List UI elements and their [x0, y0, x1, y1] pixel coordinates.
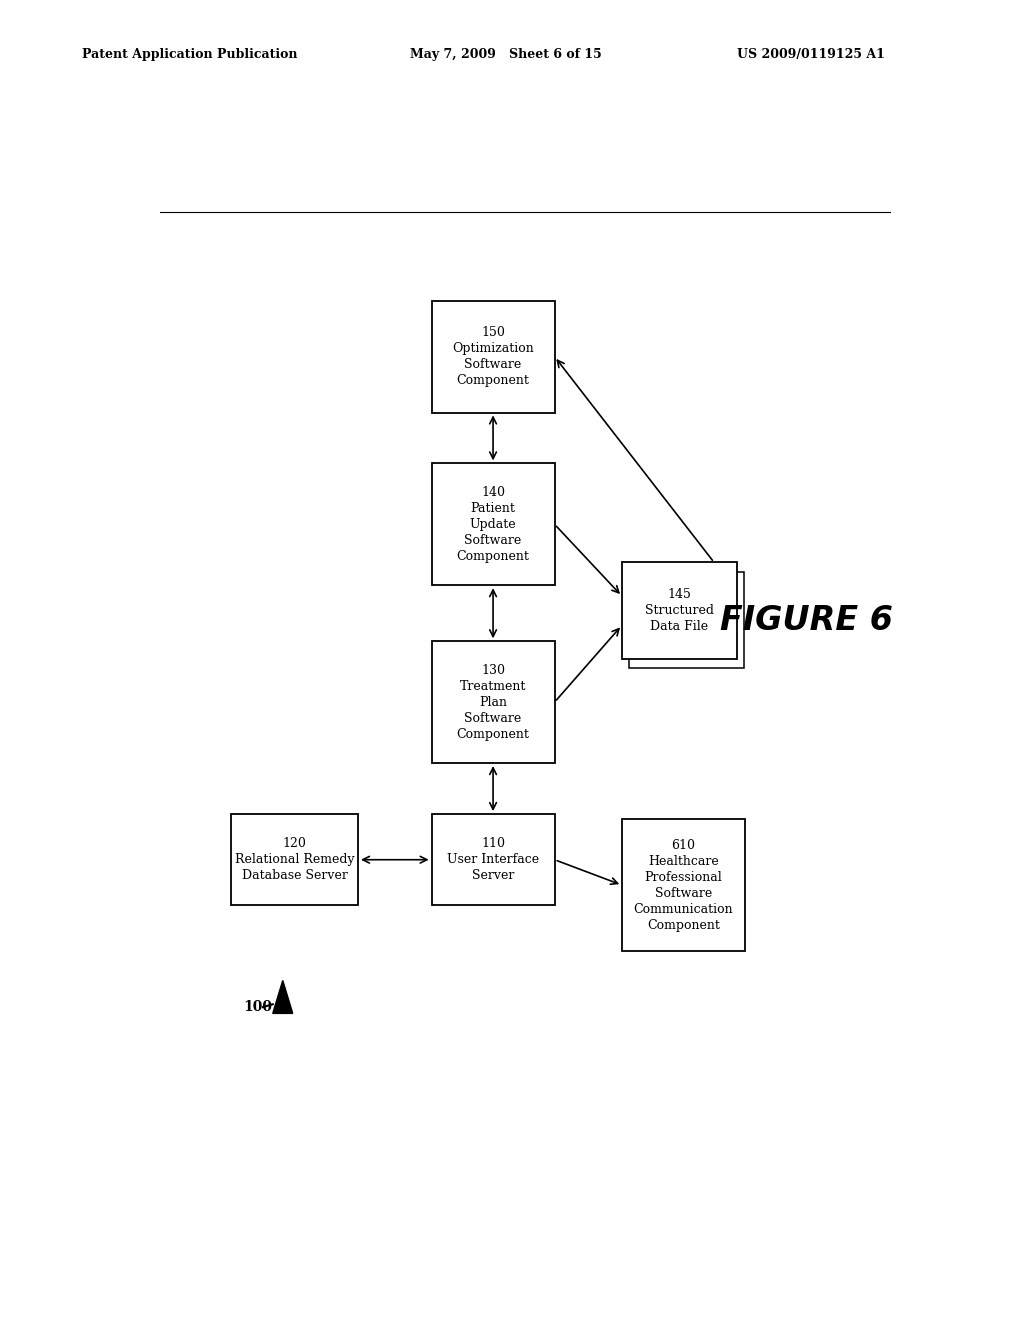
Bar: [431, 301, 555, 412]
Bar: [231, 814, 358, 906]
Bar: [629, 572, 744, 668]
Text: 150
Optimization
Software
Component: 150 Optimization Software Component: [453, 326, 534, 387]
Text: 110
User Interface
Server: 110 User Interface Server: [447, 837, 539, 882]
Text: 130
Treatment
Plan
Software
Component: 130 Treatment Plan Software Component: [457, 664, 529, 741]
Bar: [431, 814, 555, 906]
Bar: [431, 642, 555, 763]
Text: US 2009/0119125 A1: US 2009/0119125 A1: [737, 48, 885, 61]
Bar: [431, 463, 555, 585]
Bar: [622, 562, 737, 659]
Text: May 7, 2009   Sheet 6 of 15: May 7, 2009 Sheet 6 of 15: [410, 48, 601, 61]
Text: 120
Relational Remedy
Database Server: 120 Relational Remedy Database Server: [234, 837, 354, 882]
Text: FIGURE 6: FIGURE 6: [720, 605, 893, 638]
Text: 140
Patient
Update
Software
Component: 140 Patient Update Software Component: [457, 486, 529, 562]
Text: 610
Healthcare
Professional
Software
Communication
Component: 610 Healthcare Professional Software Com…: [634, 838, 733, 932]
Text: 100: 100: [243, 1001, 272, 1014]
Polygon shape: [272, 981, 293, 1014]
Text: Patent Application Publication: Patent Application Publication: [82, 48, 297, 61]
Bar: [622, 818, 745, 952]
Text: 145
Structured
Data File: 145 Structured Data File: [645, 589, 714, 634]
